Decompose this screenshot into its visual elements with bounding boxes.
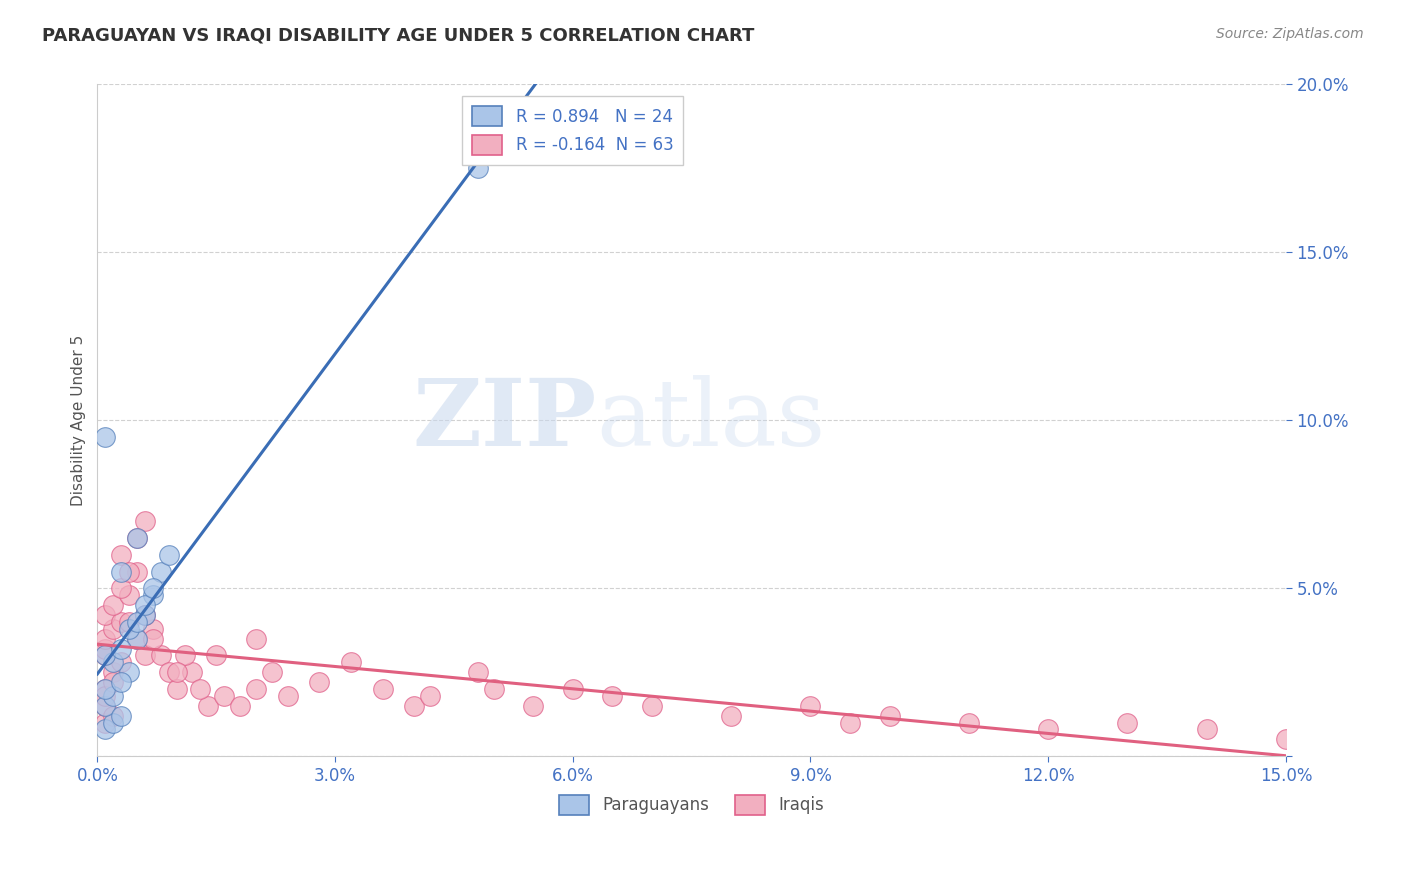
Text: Source: ZipAtlas.com: Source: ZipAtlas.com bbox=[1216, 27, 1364, 41]
Point bbox=[205, 648, 228, 663]
Point bbox=[118, 622, 141, 636]
Point bbox=[197, 698, 219, 713]
Point bbox=[142, 588, 165, 602]
Point bbox=[110, 615, 132, 629]
Point bbox=[308, 675, 330, 690]
Point bbox=[125, 632, 148, 646]
Point bbox=[142, 632, 165, 646]
Point bbox=[1038, 723, 1060, 737]
Point bbox=[260, 665, 283, 680]
Point bbox=[134, 598, 156, 612]
Point bbox=[103, 665, 125, 680]
Point bbox=[166, 682, 188, 697]
Point bbox=[181, 665, 204, 680]
Point bbox=[142, 582, 165, 596]
Point bbox=[561, 682, 583, 697]
Point bbox=[125, 615, 148, 629]
Point bbox=[212, 689, 235, 703]
Point bbox=[149, 565, 172, 579]
Point bbox=[839, 715, 862, 730]
Point bbox=[482, 682, 505, 697]
Point bbox=[340, 655, 363, 669]
Point bbox=[110, 655, 132, 669]
Point bbox=[103, 689, 125, 703]
Point bbox=[94, 648, 117, 663]
Point bbox=[157, 548, 180, 562]
Point bbox=[94, 698, 117, 713]
Point bbox=[94, 698, 117, 713]
Point bbox=[125, 531, 148, 545]
Point bbox=[134, 514, 156, 528]
Point bbox=[371, 682, 394, 697]
Point bbox=[1116, 715, 1139, 730]
Point bbox=[94, 682, 117, 697]
Point bbox=[110, 709, 132, 723]
Text: ZIP: ZIP bbox=[412, 376, 596, 466]
Text: PARAGUAYAN VS IRAQI DISABILITY AGE UNDER 5 CORRELATION CHART: PARAGUAYAN VS IRAQI DISABILITY AGE UNDER… bbox=[42, 27, 755, 45]
Point bbox=[94, 715, 117, 730]
Point bbox=[190, 682, 212, 697]
Point bbox=[125, 531, 148, 545]
Point bbox=[110, 641, 132, 656]
Legend: Paraguayans, Iraqis: Paraguayans, Iraqis bbox=[553, 789, 831, 822]
Point bbox=[110, 675, 132, 690]
Point bbox=[103, 655, 125, 669]
Point bbox=[134, 608, 156, 623]
Point bbox=[103, 622, 125, 636]
Point bbox=[799, 698, 821, 713]
Point bbox=[94, 682, 117, 697]
Point bbox=[94, 648, 117, 663]
Point bbox=[103, 675, 125, 690]
Point bbox=[103, 598, 125, 612]
Point bbox=[157, 665, 180, 680]
Point bbox=[419, 689, 441, 703]
Point bbox=[94, 723, 117, 737]
Point bbox=[125, 632, 148, 646]
Point bbox=[467, 161, 489, 176]
Point bbox=[641, 698, 664, 713]
Point bbox=[602, 689, 624, 703]
Point bbox=[94, 632, 117, 646]
Point bbox=[404, 698, 426, 713]
Point bbox=[149, 648, 172, 663]
Point bbox=[1195, 723, 1218, 737]
Point bbox=[110, 565, 132, 579]
Point bbox=[103, 715, 125, 730]
Point bbox=[229, 698, 252, 713]
Point bbox=[94, 641, 117, 656]
Y-axis label: Disability Age Under 5: Disability Age Under 5 bbox=[72, 334, 86, 506]
Point bbox=[118, 615, 141, 629]
Point bbox=[467, 665, 489, 680]
Point bbox=[245, 632, 267, 646]
Point bbox=[522, 698, 544, 713]
Point bbox=[134, 608, 156, 623]
Point bbox=[110, 582, 132, 596]
Point bbox=[118, 565, 141, 579]
Point bbox=[110, 548, 132, 562]
Text: atlas: atlas bbox=[596, 376, 825, 466]
Point bbox=[94, 430, 117, 444]
Point bbox=[94, 689, 117, 703]
Point bbox=[142, 622, 165, 636]
Point bbox=[173, 648, 195, 663]
Point bbox=[103, 709, 125, 723]
Point bbox=[245, 682, 267, 697]
Point bbox=[125, 565, 148, 579]
Point bbox=[957, 715, 980, 730]
Point bbox=[166, 665, 188, 680]
Point bbox=[118, 588, 141, 602]
Point bbox=[118, 665, 141, 680]
Point bbox=[879, 709, 901, 723]
Point bbox=[134, 648, 156, 663]
Point bbox=[94, 608, 117, 623]
Point bbox=[1275, 732, 1298, 747]
Point bbox=[276, 689, 298, 703]
Point bbox=[720, 709, 742, 723]
